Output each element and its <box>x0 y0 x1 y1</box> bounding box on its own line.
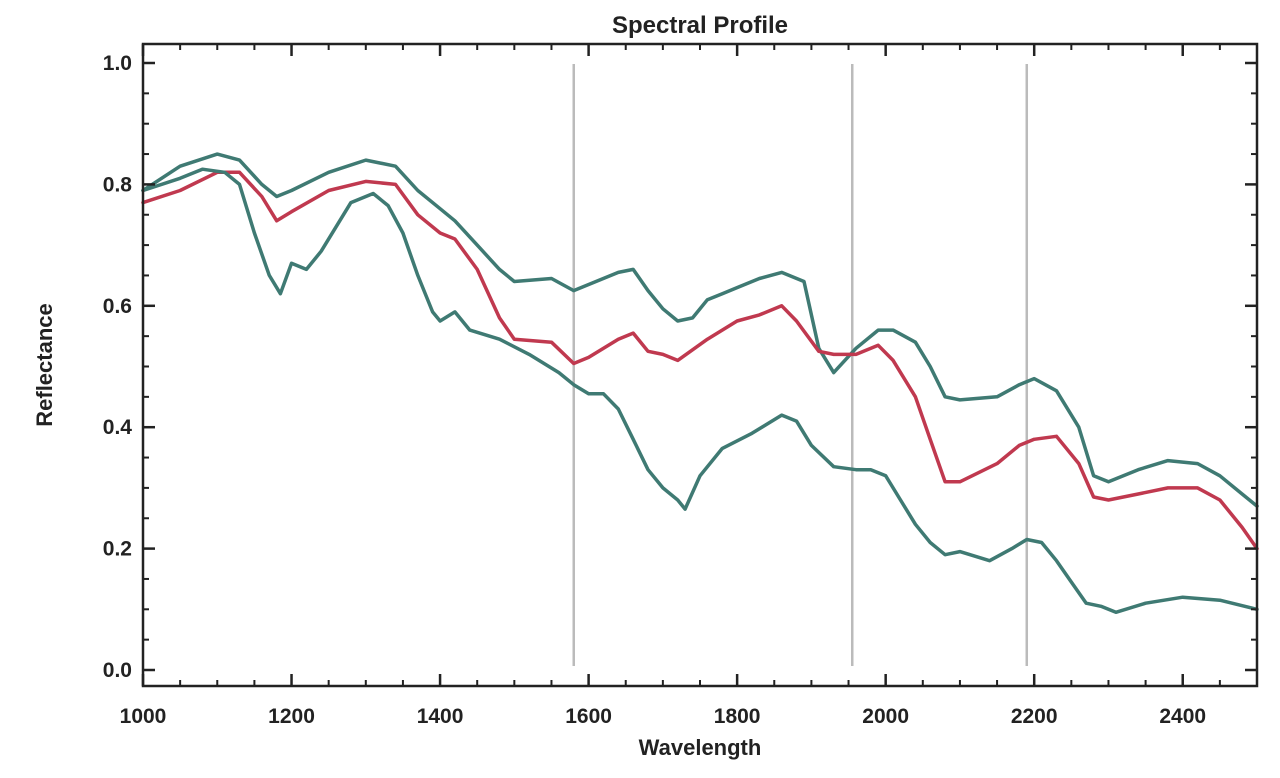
reference-lines <box>572 64 1029 666</box>
y-tick-label: 1.0 <box>103 52 132 75</box>
x-tick-label: 1000 <box>120 705 167 728</box>
y-tick-label: 0.8 <box>103 173 133 196</box>
x-tick-label: 1400 <box>417 705 464 728</box>
series-line-mean <box>141 170 1259 551</box>
x-tick-label: 2000 <box>862 705 909 728</box>
x-axis-ticks: 1000 1200 1400 1600 1800 2000 2200 2400 <box>120 44 1258 728</box>
y-axis-ticks: 0.0 0.2 0.4 0.6 0.8 1.0 <box>103 52 1257 682</box>
y-tick-label: 0.4 <box>103 416 133 439</box>
x-axis-label: Wavelength <box>639 735 762 760</box>
x-tick-label: 1600 <box>565 705 612 728</box>
x-tick-label: 2400 <box>1159 705 1206 728</box>
series-line-upper <box>141 152 1259 508</box>
x-tick-label: 1800 <box>714 705 761 728</box>
chart-title: Spectral Profile <box>612 12 788 39</box>
plot-frame <box>141 42 1259 688</box>
y-tick-label: 0.2 <box>103 538 132 561</box>
x-tick-label: 1200 <box>268 705 315 728</box>
y-tick-label: 0.0 <box>103 659 132 682</box>
series-line-lower <box>141 167 1259 615</box>
y-axis-label: Reflectance <box>32 303 57 427</box>
y-tick-label: 0.6 <box>103 295 132 318</box>
series-layer <box>141 152 1259 615</box>
x-tick-label: 2200 <box>1011 705 1058 728</box>
